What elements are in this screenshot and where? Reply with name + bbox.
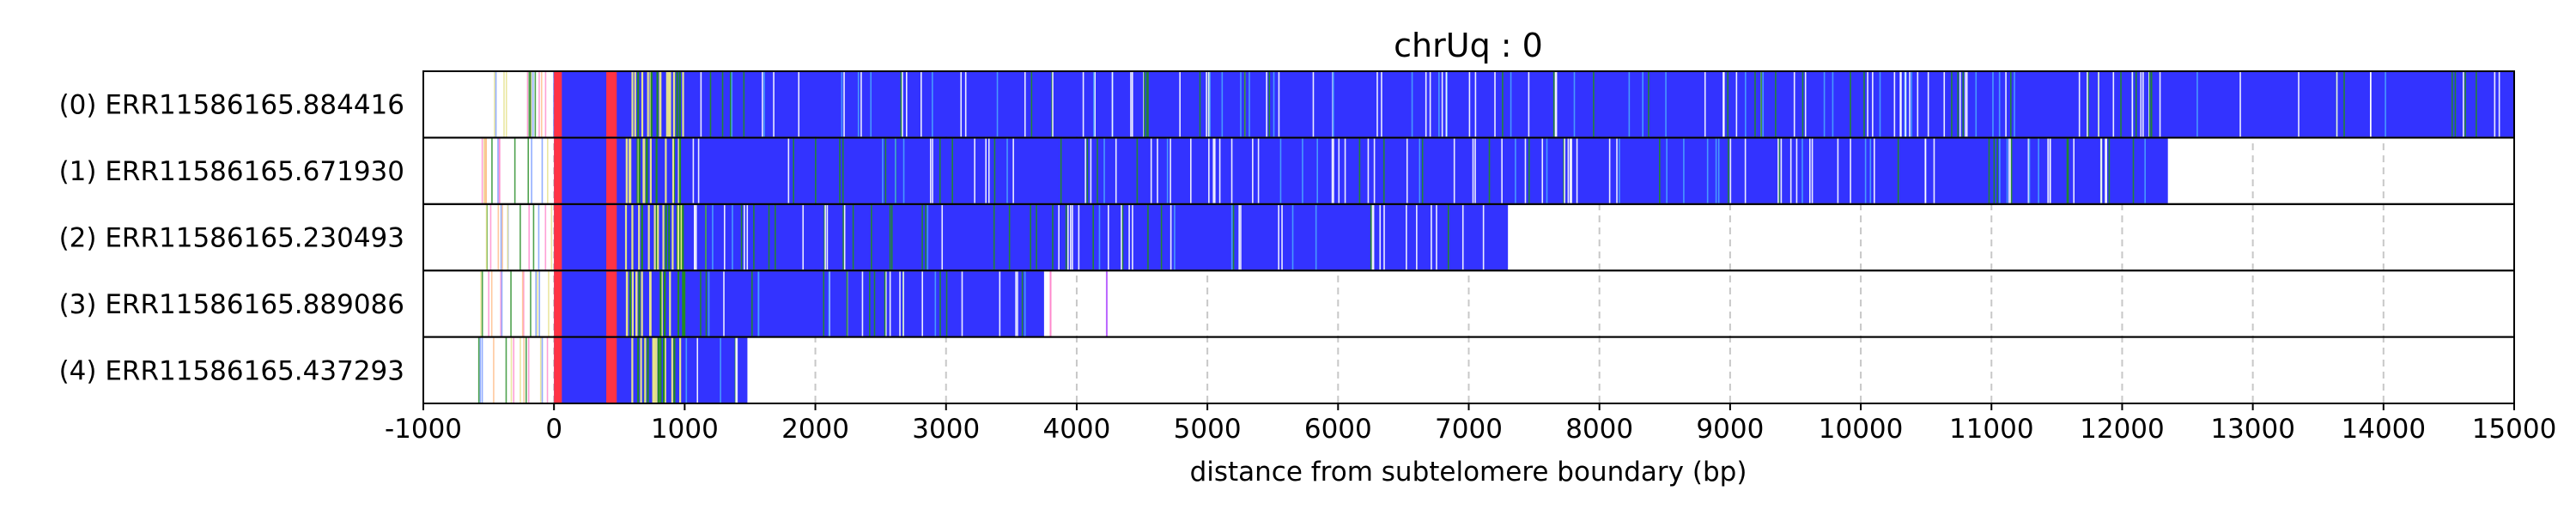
x-tick-label: 8000 <box>1565 414 1633 445</box>
subtelomere-mark <box>606 204 617 270</box>
x-tick-label: 11000 <box>1949 414 2034 445</box>
read-band <box>485 204 1509 270</box>
x-tick-label: 6000 <box>1304 414 1372 445</box>
x-tick-label: 10000 <box>1819 414 1904 445</box>
chart-title: chrUq : 0 <box>1394 27 1543 64</box>
subtelomere-mark <box>606 337 617 403</box>
subtelomere-mark <box>554 138 562 203</box>
x-tick-label: 5000 <box>1174 414 1242 445</box>
x-tick-label: 4000 <box>1042 414 1110 445</box>
read-body <box>554 337 748 403</box>
x-tick-label: 12000 <box>2080 414 2165 445</box>
read-band <box>481 138 2168 203</box>
x-axis-ticks: -1000 0 1000 2000 3000 4000 5000 6000 7000 8000 90… <box>385 403 2556 445</box>
row-frames <box>422 70 2515 405</box>
read-bands <box>477 72 2514 403</box>
x-tick-label: 15000 <box>2472 414 2557 445</box>
x-tick-label: 14000 <box>2342 414 2427 445</box>
x-axis-label: distance from subtelomere boundary (bp) <box>1190 457 1747 488</box>
subtelomere-mark <box>554 271 562 336</box>
row-label: (2) ERR11586165.230493 <box>59 223 404 254</box>
x-tick-label: 1000 <box>651 414 719 445</box>
x-tick-label: 9000 <box>1696 414 1764 445</box>
subtelomere-mark <box>606 138 617 203</box>
x-tick-label: 3000 <box>912 414 980 445</box>
subtelomere-mark <box>554 72 562 137</box>
x-tick-label: 7000 <box>1435 414 1503 445</box>
row-label: (1) ERR11586165.671930 <box>59 156 404 187</box>
row-labels: (0) ERR11586165.884416 (1) ERR11586165.67… <box>59 90 404 387</box>
x-tick-label: -1000 <box>385 414 462 445</box>
row-label: (0) ERR11586165.884416 <box>59 90 404 121</box>
read-body <box>554 72 2514 137</box>
x-tick-label: 0 <box>545 414 562 445</box>
row-label: (3) ERR11586165.889086 <box>59 289 404 320</box>
row-label: (4) ERR11586165.437293 <box>59 355 404 386</box>
subtelomere-mark <box>606 271 617 336</box>
x-tick-label: 13000 <box>2210 414 2295 445</box>
read-band <box>480 271 1108 336</box>
read-band <box>477 337 748 403</box>
subtelomere-mark <box>554 337 562 403</box>
read-band <box>494 72 2514 137</box>
x-tick-label: 2000 <box>781 414 849 445</box>
subtelomere-mark <box>606 72 617 137</box>
subtelomere-mark <box>554 204 562 270</box>
